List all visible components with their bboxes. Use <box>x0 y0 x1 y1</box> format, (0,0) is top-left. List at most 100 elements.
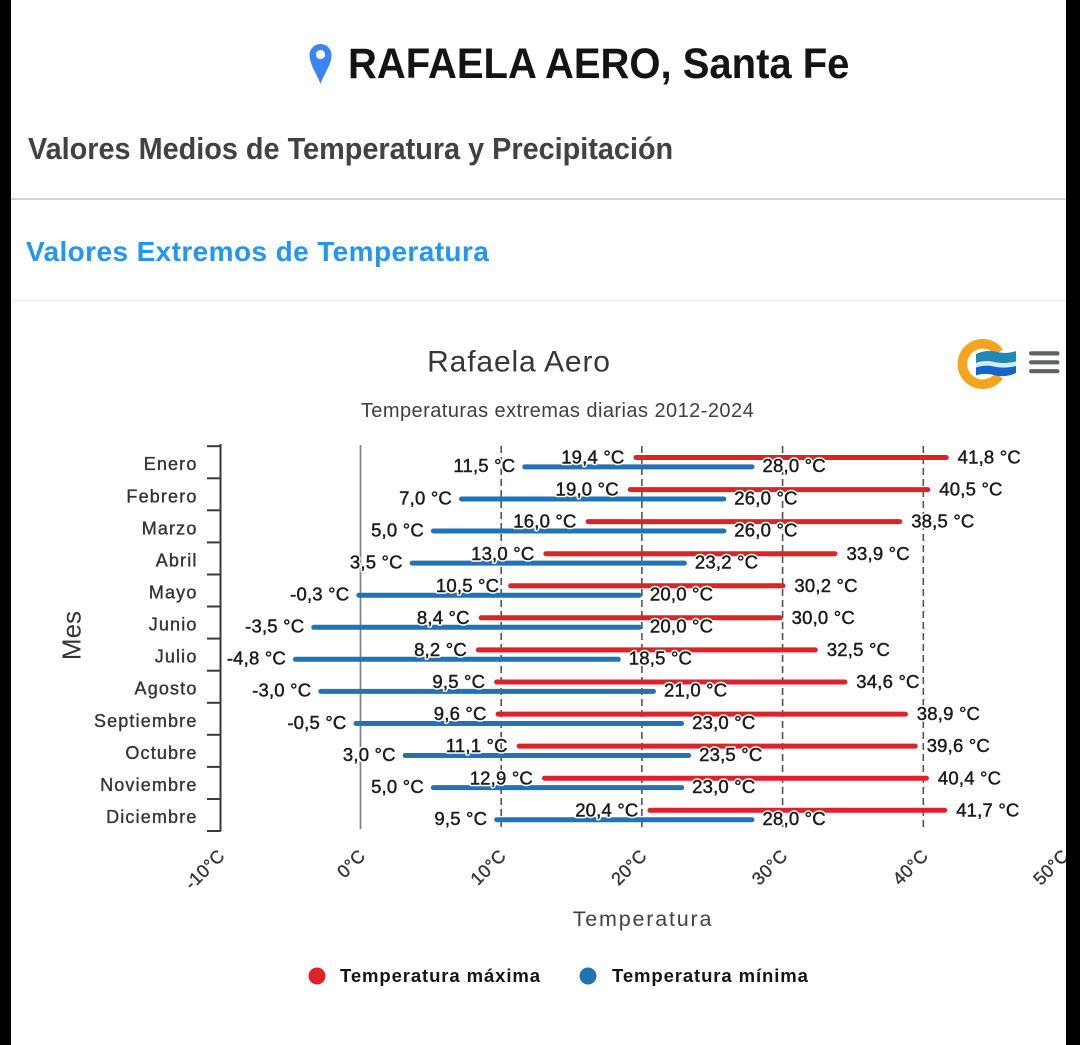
svg-text:26,0 °C: 26,0 °C <box>734 519 797 540</box>
svg-text:26,0 °C: 26,0 °C <box>734 519 797 540</box>
svg-text:Febrero: Febrero <box>126 486 197 506</box>
svg-text:5,0 °C: 5,0 °C <box>371 519 424 540</box>
svg-text:28,0 °C: 28,0 °C <box>763 455 826 476</box>
svg-text:30,2 °C: 30,2 °C <box>794 575 857 596</box>
svg-text:-3,0 °C: -3,0 °C <box>252 680 311 701</box>
svg-text:26,0 °C: 26,0 °C <box>734 487 797 508</box>
svg-text:20,4 °C: 20,4 °C <box>575 799 638 820</box>
svg-text:7,0 °C: 7,0 °C <box>399 487 452 508</box>
svg-text:38,5 °C: 38,5 °C <box>911 511 974 532</box>
svg-text:33,9 °C: 33,9 °C <box>847 543 910 564</box>
svg-text:Enero: Enero <box>144 454 198 474</box>
svg-text:Mayo: Mayo <box>149 583 198 603</box>
svg-text:23,0 °C: 23,0 °C <box>692 712 755 733</box>
svg-text:10,5 °C: 10,5 °C <box>436 575 499 596</box>
svg-text:10,5 °C: 10,5 °C <box>436 575 499 596</box>
svg-text:Marzo: Marzo <box>142 518 198 538</box>
svg-text:11,1 °C: 11,1 °C <box>446 735 508 756</box>
svg-text:41,8 °C: 41,8 °C <box>958 447 1021 468</box>
svg-text:23,5 °C: 23,5 °C <box>699 744 762 765</box>
svg-text:20,0 °C: 20,0 °C <box>650 584 713 605</box>
svg-text:Diciembre: Diciembre <box>106 807 197 827</box>
svg-text:21,0 °C: 21,0 °C <box>664 680 727 701</box>
svg-text:40,5 °C: 40,5 °C <box>939 479 1002 500</box>
svg-text:5,0 °C: 5,0 °C <box>371 776 424 797</box>
svg-text:19,0 °C: 19,0 °C <box>555 479 618 500</box>
svg-text:-10°C: -10°C <box>181 846 229 894</box>
svg-text:0°C: 0°C <box>333 846 369 882</box>
svg-text:Mes: Mes <box>57 611 87 660</box>
svg-text:3,0 °C: 3,0 °C <box>343 744 396 765</box>
svg-text:10°C: 10°C <box>467 846 510 889</box>
svg-text:40,4 °C: 40,4 °C <box>938 767 1001 788</box>
svg-text:23,5 °C: 23,5 °C <box>699 744 762 765</box>
svg-text:-0,5 °C: -0,5 °C <box>287 712 346 733</box>
svg-text:16,0 °C: 16,0 °C <box>513 511 576 532</box>
svg-text:19,4 °C: 19,4 °C <box>561 447 624 468</box>
svg-text:Temperatura máxima: Temperatura máxima <box>340 965 541 986</box>
svg-text:-0,3 °C: -0,3 °C <box>290 584 349 605</box>
svg-text:3,5 °C: 3,5 °C <box>350 551 403 572</box>
svg-text:8,2 °C: 8,2 °C <box>414 639 467 660</box>
svg-text:33,9 °C: 33,9 °C <box>847 543 910 564</box>
svg-text:Junio: Junio <box>149 615 198 635</box>
svg-text:19,4 °C: 19,4 °C <box>561 447 624 468</box>
svg-text:Julio: Julio <box>155 647 198 667</box>
svg-text:3,5 °C: 3,5 °C <box>350 551 403 572</box>
svg-text:26,0 °C: 26,0 °C <box>734 487 797 508</box>
svg-text:12,9 °C: 12,9 °C <box>470 767 533 788</box>
svg-text:8,4 °C: 8,4 °C <box>417 607 470 628</box>
svg-text:23,2 °C: 23,2 °C <box>695 551 758 572</box>
svg-text:Agosto: Agosto <box>135 679 198 699</box>
svg-text:9,6 °C: 9,6 °C <box>434 703 487 724</box>
svg-text:-3,0 °C: -3,0 °C <box>252 680 311 701</box>
svg-text:20,0 °C: 20,0 °C <box>650 616 713 637</box>
svg-text:Rafaela Aero: Rafaela Aero <box>427 346 611 379</box>
svg-text:30,0 °C: 30,0 °C <box>792 607 855 628</box>
svg-text:8,2 °C: 8,2 °C <box>414 639 467 660</box>
svg-text:23,0 °C: 23,0 °C <box>692 776 755 797</box>
svg-text:Septiembre: Septiembre <box>94 711 198 731</box>
svg-text:34,6 °C: 34,6 °C <box>856 671 919 692</box>
svg-text:9,5 °C: 9,5 °C <box>432 671 485 692</box>
svg-text:Temperatura: Temperatura <box>573 907 714 931</box>
svg-text:30,0 °C: 30,0 °C <box>792 607 855 628</box>
svg-text:38,5 °C: 38,5 °C <box>911 511 974 532</box>
svg-text:13,0 °C: 13,0 °C <box>471 543 534 564</box>
svg-text:40°C: 40°C <box>889 846 932 889</box>
svg-text:28,0 °C: 28,0 °C <box>763 808 826 829</box>
svg-text:23,0 °C: 23,0 °C <box>692 712 755 733</box>
svg-text:28,0 °C: 28,0 °C <box>763 808 826 829</box>
svg-text:20,0 °C: 20,0 °C <box>650 616 713 637</box>
svg-text:16,0 °C: 16,0 °C <box>513 511 576 532</box>
svg-text:3,0 °C: 3,0 °C <box>343 744 396 765</box>
svg-text:30°C: 30°C <box>748 846 791 889</box>
svg-text:28,0 °C: 28,0 °C <box>763 455 826 476</box>
svg-text:41,8 °C: 41,8 °C <box>958 447 1021 468</box>
svg-text:18,5 °C: 18,5 °C <box>629 648 692 669</box>
svg-text:Octubre: Octubre <box>125 743 197 763</box>
svg-text:39,6 °C: 39,6 °C <box>927 735 990 756</box>
svg-text:12,9 °C: 12,9 °C <box>470 767 533 788</box>
svg-text:11,5 °C: 11,5 °C <box>453 455 515 476</box>
svg-text:Abril: Abril <box>156 550 198 570</box>
svg-text:40,5 °C: 40,5 °C <box>939 479 1002 500</box>
svg-text:Temperaturas extremas diarias: Temperaturas extremas diarias 2012-2024 <box>361 400 754 422</box>
svg-text:-4,8 °C: -4,8 °C <box>227 648 286 669</box>
svg-text:-0,5 °C: -0,5 °C <box>287 712 346 733</box>
svg-text:30,2 °C: 30,2 °C <box>794 575 857 596</box>
svg-text:32,5 °C: 32,5 °C <box>827 639 890 660</box>
svg-text:9,6 °C: 9,6 °C <box>434 703 487 724</box>
svg-text:23,2 °C: 23,2 °C <box>695 551 758 572</box>
svg-text:40,4 °C: 40,4 °C <box>938 767 1001 788</box>
svg-text:9,5 °C: 9,5 °C <box>434 808 487 829</box>
svg-text:39,6 °C: 39,6 °C <box>927 735 990 756</box>
svg-text:20,4 °C: 20,4 °C <box>575 799 638 820</box>
svg-text:32,5 °C: 32,5 °C <box>827 639 890 660</box>
svg-text:7,0 °C: 7,0 °C <box>399 487 452 508</box>
svg-text:Temperatura mínima: Temperatura mínima <box>612 965 809 986</box>
svg-text:Noviembre: Noviembre <box>100 775 197 795</box>
svg-text:34,6 °C: 34,6 °C <box>856 671 919 692</box>
svg-text:5,0 °C: 5,0 °C <box>371 519 424 540</box>
svg-text:20,0 °C: 20,0 °C <box>650 584 713 605</box>
